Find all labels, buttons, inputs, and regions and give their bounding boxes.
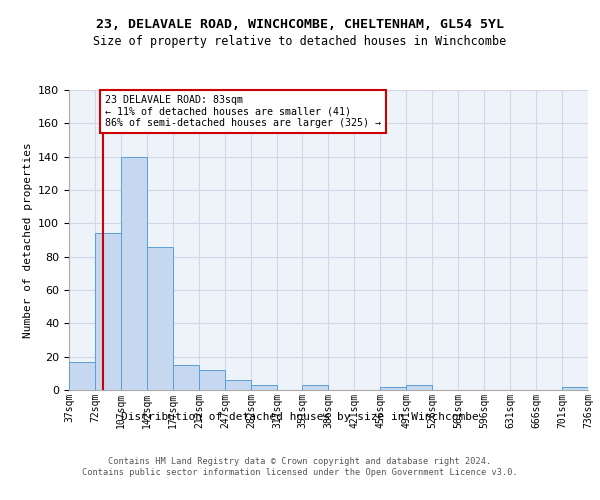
Bar xyxy=(251,385,277,390)
Y-axis label: Number of detached properties: Number of detached properties xyxy=(23,142,32,338)
Bar xyxy=(380,386,406,390)
Text: 23, DELAVALE ROAD, WINCHCOMBE, CHELTENHAM, GL54 5YL: 23, DELAVALE ROAD, WINCHCOMBE, CHELTENHA… xyxy=(96,18,504,30)
Bar xyxy=(95,234,121,390)
Bar xyxy=(173,365,199,390)
Bar xyxy=(406,385,432,390)
Text: Contains HM Land Registry data © Crown copyright and database right 2024.
Contai: Contains HM Land Registry data © Crown c… xyxy=(82,458,518,477)
Bar xyxy=(199,370,225,390)
Bar xyxy=(302,385,328,390)
Bar xyxy=(225,380,251,390)
Bar xyxy=(562,386,588,390)
Text: Distribution of detached houses by size in Winchcombe: Distribution of detached houses by size … xyxy=(121,412,479,422)
Bar xyxy=(69,362,95,390)
Bar xyxy=(147,246,173,390)
Text: 23 DELAVALE ROAD: 83sqm
← 11% of detached houses are smaller (41)
86% of semi-de: 23 DELAVALE ROAD: 83sqm ← 11% of detache… xyxy=(106,95,382,128)
Bar xyxy=(121,156,147,390)
Text: Size of property relative to detached houses in Winchcombe: Size of property relative to detached ho… xyxy=(94,35,506,48)
